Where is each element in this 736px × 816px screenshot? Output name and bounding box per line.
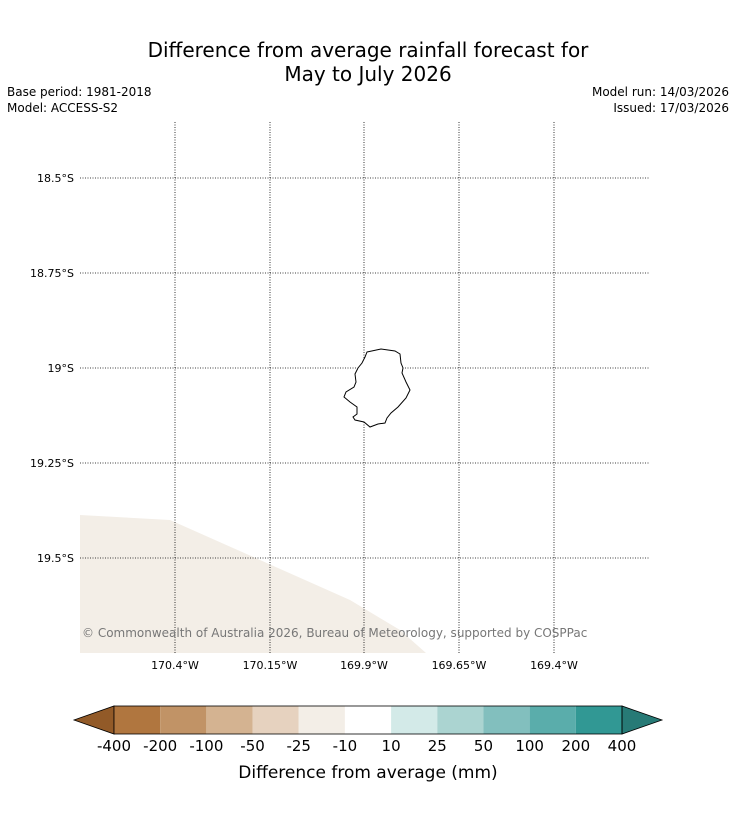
title-line-1: Difference from average rainfall forecas… — [147, 38, 589, 62]
copyright-text: © Commonwealth of Australia 2026, Bureau… — [82, 626, 587, 640]
colorbar-segment — [391, 706, 438, 734]
lon-label-169-4: 169.4°W — [530, 659, 578, 672]
colorbar-tick-labels: -400 -200 -100 -50 -25 -10 10 25 50 100 200 400 — [97, 737, 636, 755]
colorbar-tick-label: -200 — [143, 737, 177, 755]
colorbar-tick-label: 50 — [474, 737, 493, 755]
issued-text: Issued: 17/03/2026 — [613, 101, 729, 115]
colorbar-tick-label: 10 — [382, 737, 401, 755]
colorbar-segment — [252, 706, 299, 734]
latitude-labels: 18.5°S 18.75°S 19°S 19.25°S 19.5°S — [30, 172, 74, 565]
colorbar-segment — [206, 706, 253, 734]
colorbar-tick-label: -50 — [240, 737, 265, 755]
title-line-2: May to July 2026 — [284, 62, 452, 86]
lat-label-18-75: 18.75°S — [30, 267, 74, 280]
colorbar-outline — [113, 705, 623, 735]
forecast-region — [80, 515, 426, 653]
colorbar-tick-label: 100 — [515, 737, 544, 755]
niue-island-outline — [343, 348, 411, 428]
longitude-labels: 170.4°W 170.15°W 169.9°W 169.65°W 169.4°… — [151, 659, 578, 672]
colorbar-title: Difference from average (mm) — [238, 763, 497, 783]
colorbar-segment — [483, 706, 530, 734]
colorbar-tick-label: -100 — [189, 737, 223, 755]
map-title: Difference from average rainfall forecas… — [0, 38, 736, 86]
lon-label-170-4: 170.4°W — [151, 659, 199, 672]
lon-label-170-15: 170.15°W — [243, 659, 298, 672]
colorbar-tick-label: 25 — [428, 737, 447, 755]
colorbar-extend-high — [621, 705, 664, 735]
colorbar-tick-label: -400 — [97, 737, 131, 755]
model-text: Model: ACCESS-S2 — [7, 101, 119, 115]
colorbar-tick-label: -25 — [286, 737, 311, 755]
lat-label-18-5: 18.5°S — [37, 172, 74, 185]
metadata-left: Base period: 1981-2018 Model: ACCESS-S2 — [7, 84, 152, 116]
lat-label-19: 19°S — [48, 362, 74, 375]
colorbar-segment — [298, 706, 345, 734]
lat-label-19-25: 19.25°S — [30, 457, 74, 470]
colorbar-segment — [529, 706, 576, 734]
colorbar-tick-label: 200 — [561, 737, 590, 755]
lat-label-19-5: 19.5°S — [37, 552, 74, 565]
lon-label-169-65: 169.65°W — [432, 659, 487, 672]
colorbar-segment — [160, 706, 207, 734]
colorbar-segment — [344, 706, 392, 734]
colorbar-tick-label: -10 — [333, 737, 358, 755]
lon-label-169-9: 169.9°W — [340, 659, 388, 672]
colorbar-segment — [575, 706, 622, 734]
colorbar-extend-low — [72, 705, 115, 735]
colorbar — [72, 705, 664, 735]
colorbar-segment — [114, 706, 161, 734]
metadata-right: Model run: 14/03/2026 Issued: 17/03/2026 — [592, 84, 729, 116]
model-run-text: Model run: 14/03/2026 — [591, 85, 729, 99]
colorbar-tick-label: 400 — [608, 737, 637, 755]
colorbar-segment — [437, 706, 484, 734]
base-period-text: Base period: 1981-2018 — [7, 85, 152, 99]
